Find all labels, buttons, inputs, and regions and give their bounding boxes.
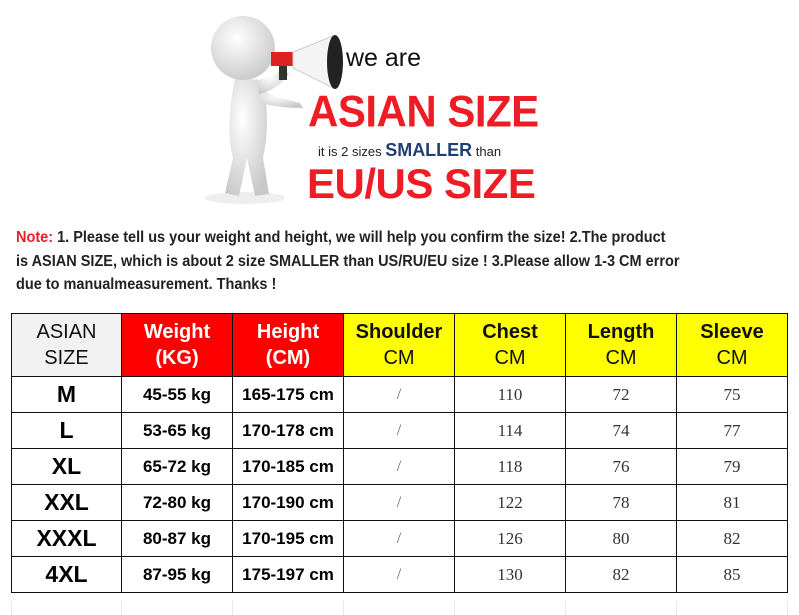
cell-size: XXL: [11, 484, 122, 521]
note-label: Note:: [16, 229, 54, 246]
header-text: SIZE: [44, 347, 89, 369]
cell-height: 170-178 cm: [232, 412, 344, 449]
header-chest: Chest CM: [454, 313, 566, 377]
banner-smaller-post: than: [472, 144, 502, 159]
header-sleeve: Sleeve CM: [676, 313, 788, 377]
cell-size: 4XL: [11, 556, 122, 593]
cell-chest: 114: [454, 412, 566, 449]
cell-shoulder: /: [343, 484, 455, 521]
cell-length: 80: [565, 520, 677, 557]
cell-weight: 45-55 kg: [121, 376, 233, 413]
banner-eu-us-size: EU/US SIZE: [307, 160, 536, 207]
cell-shoulder: /: [343, 376, 455, 413]
cell-chest: 118: [454, 448, 566, 485]
cell-chest: 122: [454, 484, 566, 521]
header-text: (CM): [265, 347, 311, 369]
cell-weight: 87-95 kg: [121, 556, 233, 593]
cell-sleeve: 77: [676, 412, 788, 449]
header-text: Length: [587, 321, 655, 343]
note-line-3: due to manualmeasurement. Thanks !: [16, 276, 277, 293]
header-text: Weight: [143, 321, 211, 343]
note-line-1: Note: 1. Please tell us your weight and …: [16, 226, 737, 250]
note-line-2: is ASIAN SIZE, which is about 2 size SMA…: [16, 252, 680, 270]
cell-weight: 65-72 kg: [121, 448, 233, 485]
banner-smaller-emphasis: SMALLER: [385, 140, 473, 160]
cell-size: XL: [11, 448, 122, 485]
cell-sleeve: 85: [676, 556, 788, 593]
header-text: Height: [256, 321, 320, 343]
cell-sleeve: 82: [676, 520, 788, 557]
banner-we-are: we are: [346, 44, 422, 72]
header-text: (KG): [155, 347, 199, 369]
megaphone-figure-illustration: [205, 16, 343, 204]
header-text: Shoulder: [355, 321, 443, 343]
cell-weight: 53-65 kg: [121, 412, 233, 449]
banner: we are ASIAN SIZE it is 2 sizes SMALLER …: [0, 0, 799, 215]
cell-height: 170-185 cm: [232, 448, 344, 485]
banner-asian-size: ASIAN SIZE: [308, 86, 539, 137]
header-length: Length CM: [565, 313, 677, 377]
table-row: L 53-65 kg 170-178 cm/114 74 77: [11, 412, 788, 449]
header-text: ASIAN: [36, 321, 97, 343]
cell-size: M: [11, 376, 122, 413]
header-text: Sleeve: [700, 321, 764, 343]
header-text: CM: [383, 347, 415, 369]
table-row: XXL 72-80 kg 170-190 cm/122 78 81: [11, 484, 788, 521]
cell-sleeve: 81: [676, 484, 788, 521]
table-row: M 45-55 kg 165-175 cm/110 72 75: [11, 376, 788, 413]
cell-chest: 126: [454, 520, 566, 557]
cell-length: 78: [565, 484, 677, 521]
cell-height: 170-190 cm: [232, 484, 344, 521]
header-text: CM: [716, 347, 748, 369]
size-note: Note: 1. Please tell us your weight and …: [16, 226, 737, 297]
cell-length: 74: [565, 412, 677, 449]
cell-shoulder: /: [343, 412, 455, 449]
cell-size: L: [11, 412, 122, 449]
cell-shoulder: /: [343, 520, 455, 557]
cell-shoulder: /: [343, 448, 455, 485]
cell-length: 82: [565, 556, 677, 593]
header-shoulder: Shoulder CM: [343, 313, 455, 377]
header-text: CM: [494, 347, 526, 369]
table-row: XXXL 80-87 kg 170-195 cm/126 80 82: [11, 520, 788, 557]
cell-length: 76: [565, 448, 677, 485]
cell-sleeve: 75: [676, 376, 788, 413]
size-chart-table: ASIAN SIZE Weight (KG) Height (CM) Shoulder…: [11, 313, 788, 593]
faint-grid-remainder: [11, 601, 788, 615]
cell-weight: 80-87 kg: [121, 520, 233, 557]
banner-smaller-pre: it is 2 sizes: [318, 144, 386, 159]
cell-chest: 130: [454, 556, 566, 593]
cell-height: 170-195 cm: [232, 520, 344, 557]
cell-shoulder: /: [343, 556, 455, 593]
cell-size: XXXL: [11, 520, 122, 557]
header-text: Chest: [482, 321, 538, 343]
header-asian-size: ASIAN SIZE: [11, 313, 122, 377]
table-header-row: ASIAN SIZE Weight (KG) Height (CM) Shoulder…: [11, 313, 788, 377]
note-text-1: 1. Please tell us your weight and height…: [53, 229, 666, 246]
cell-weight: 72-80 kg: [121, 484, 233, 521]
table-row: 4XL 87-95 kg 175-197 cm/130 82 85: [11, 556, 788, 593]
cell-height: 165-175 cm: [232, 376, 344, 413]
cell-sleeve: 79: [676, 448, 788, 485]
header-weight: Weight (KG): [121, 313, 233, 377]
cell-length: 72: [565, 376, 677, 413]
header-text: CM: [605, 347, 637, 369]
header-height: Height (CM): [232, 313, 344, 377]
cell-chest: 110: [454, 376, 566, 413]
cell-height: 175-197 cm: [232, 556, 344, 593]
table-row: XL 65-72 kg 170-185 cm/118 76 79: [11, 448, 788, 485]
banner-smaller-line: it is 2 sizes SMALLER than: [318, 140, 501, 161]
